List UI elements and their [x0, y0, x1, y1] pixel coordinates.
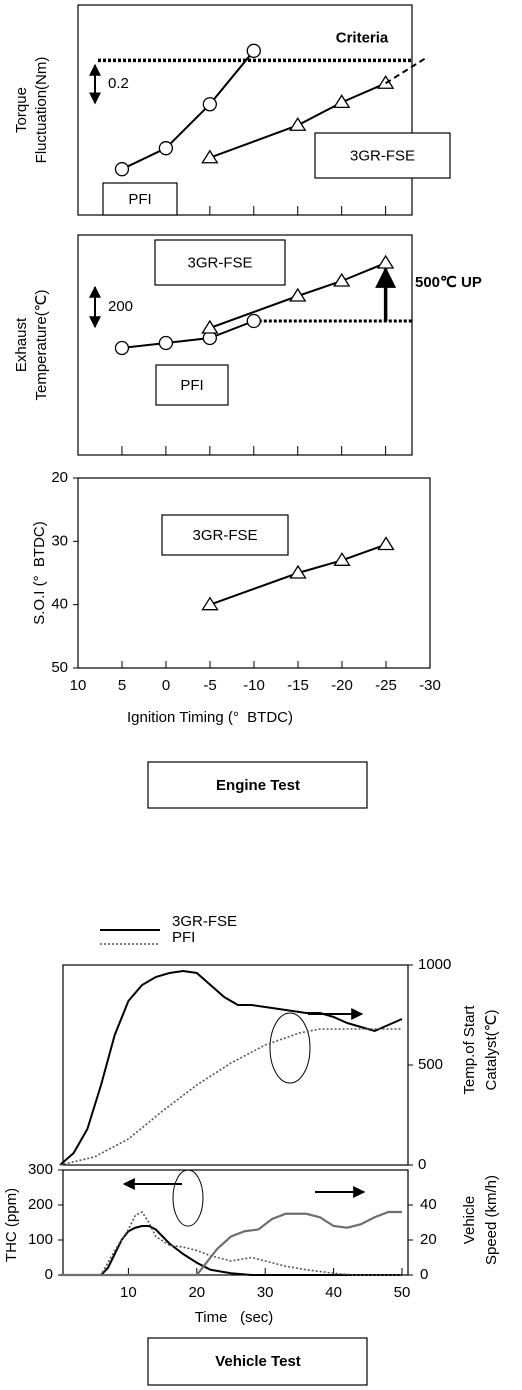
series-label-box [314, 132, 451, 179]
annotation-ellipse [269, 1012, 311, 1084]
x-axis-label: Time (sec) [195, 1309, 274, 1326]
series-label-box [154, 239, 286, 286]
y-tick-label: 0 [45, 1266, 53, 1283]
data-point [246, 43, 261, 58]
series-line [60, 1210, 402, 1276]
series-label: 3GR-FSE [350, 147, 415, 164]
y-tick-label: 1000 [418, 956, 451, 973]
x-tick-label: 30 [257, 1284, 274, 1301]
x-tick-label: -25 [375, 677, 397, 694]
series-label-box [161, 514, 289, 556]
y-axis-label: Fluctuation(Nm) [33, 57, 50, 164]
x-tick-label: 10 [120, 1284, 137, 1301]
data-point [158, 141, 174, 156]
x-tick-label: -5 [203, 677, 216, 694]
plot-frame [77, 477, 431, 669]
y2-axis-label: Speed (km/h) [483, 1175, 500, 1265]
data-point [289, 117, 307, 131]
x-tick-label: 0 [162, 677, 170, 694]
series-label: PFI [128, 191, 151, 208]
series-line [60, 1225, 402, 1276]
caption-box [147, 761, 368, 809]
series-label: PFI [180, 377, 203, 394]
data-point [377, 536, 395, 551]
series-label: 3GR-FSE [192, 527, 257, 544]
data-point [201, 319, 219, 334]
series-line [121, 320, 255, 349]
x-tick-label: 5 [118, 677, 126, 694]
y-tick-label: 30 [51, 532, 68, 549]
series-line [59, 1028, 402, 1166]
caption-box [147, 1337, 368, 1386]
y-tick-label: 0 [418, 1156, 426, 1173]
x-tick-label: 20 [188, 1284, 205, 1301]
series-line [60, 1210, 402, 1277]
y-tick-label: 100 [28, 1231, 53, 1248]
y-axis-label: Temp.of Start [461, 1005, 478, 1095]
legend-label: PFI [172, 929, 195, 946]
y-tick-label: 300 [28, 1161, 53, 1178]
x-axis-label: Ignition Timing (° BTDC) [127, 709, 293, 726]
plot-frame [62, 964, 409, 1166]
data-point [114, 340, 130, 356]
data-point [201, 149, 219, 164]
series-label: 3GR-FSE [187, 254, 252, 271]
series-line [209, 82, 387, 159]
data-point [158, 335, 174, 351]
y-tick-label: 40 [51, 596, 68, 613]
y-axis-label: Exhaust [13, 317, 30, 372]
criteria-label: Criteria [336, 29, 389, 46]
x-tick-label: -20 [331, 677, 353, 694]
series-line [209, 262, 387, 329]
y-axis-label: Torque [13, 87, 30, 133]
y-tick-label: 500 [418, 1056, 443, 1073]
y-tick-label: 200 [28, 1196, 53, 1213]
data-point [333, 272, 351, 287]
annotation: 500℃ UP [415, 274, 482, 291]
y-axis-label: THC (ppm) [3, 1188, 20, 1262]
y2-axis-label: Vehicle [461, 1196, 478, 1244]
data-point [201, 596, 219, 611]
annotation-ellipse [172, 1169, 204, 1227]
y-tick-label: 20 [51, 469, 68, 486]
x-tick-label: 50 [394, 1284, 411, 1301]
series-line [209, 543, 387, 606]
scale-bar-label: 200 [108, 298, 133, 315]
y2-tick-label: 0 [420, 1266, 428, 1283]
caption: Vehicle Test [215, 1353, 301, 1370]
plot-frame [77, 234, 413, 456]
data-point [376, 254, 395, 269]
x-tick-label: 10 [70, 677, 87, 694]
y-axis-label: Catalyst(℃) [483, 1009, 500, 1090]
data-point [333, 94, 351, 109]
y-tick-label: 50 [51, 659, 68, 676]
plot-frame [77, 4, 413, 216]
legend-label: 3GR-FSE [172, 913, 237, 930]
data-point [114, 162, 130, 177]
scale-bar-label: 0.2 [108, 75, 129, 92]
data-point [333, 552, 351, 566]
series-line [121, 50, 255, 171]
data-point [289, 564, 307, 579]
x-tick-label: 40 [325, 1284, 342, 1301]
y-axis-label: S.O.I (° BTDC) [31, 521, 48, 625]
y2-tick-label: 40 [420, 1196, 437, 1213]
x-tick-label: -10 [243, 677, 265, 694]
series-line [59, 969, 403, 1166]
series-label-box [102, 182, 178, 216]
y2-tick-label: 20 [420, 1231, 437, 1248]
caption: Engine Test [216, 777, 300, 794]
series-label-box [155, 364, 229, 406]
x-tick-label: -15 [287, 677, 309, 694]
data-point [246, 313, 261, 329]
data-point [289, 287, 307, 302]
data-point [202, 97, 217, 112]
x-tick-label: -30 [419, 677, 441, 694]
y-axis-label: Temperature(℃) [33, 289, 50, 400]
plot-frame [62, 1169, 409, 1276]
series-line [385, 57, 426, 85]
